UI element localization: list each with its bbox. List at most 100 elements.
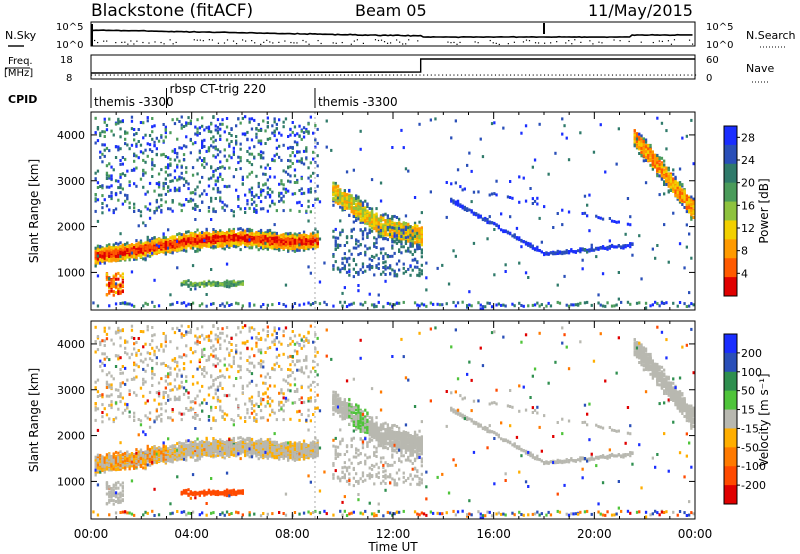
power-cell: [282, 194, 285, 198]
power-cell: [94, 193, 97, 196]
nsearch-dot: [335, 42, 337, 44]
power-cell: [345, 206, 349, 210]
power-cell: [368, 214, 371, 217]
power-cell: [348, 256, 351, 260]
power-cell: [264, 182, 267, 186]
power-cell: [105, 277, 109, 281]
power-cell: [289, 159, 292, 163]
power-cell: [239, 167, 242, 171]
nave-dot: [370, 74, 372, 76]
power-cell: [214, 281, 217, 285]
power-cell: [180, 165, 183, 169]
power-cell: [196, 235, 199, 239]
nave-dot: [581, 74, 583, 76]
power-cell: [119, 302, 122, 305]
power-cell: [117, 148, 120, 152]
power-cell: [146, 241, 149, 245]
power-cell: [114, 254, 118, 258]
power-cell: [103, 148, 106, 152]
power-cell: [169, 207, 172, 211]
power-cell: [268, 228, 272, 232]
power-cell: [280, 179, 283, 183]
power-cell: [210, 199, 213, 203]
power-cell: [105, 275, 109, 279]
power-cell: [216, 148, 220, 152]
nave-dot: [272, 74, 274, 76]
power-cell: [167, 189, 170, 193]
nsearch-dot: [121, 41, 123, 44]
power-cell: [121, 276, 124, 280]
power-cell: [370, 220, 374, 224]
power-cell: [216, 179, 220, 183]
power-cell: [201, 302, 204, 306]
nsearch-dot: [290, 41, 292, 44]
power-cell: [187, 279, 190, 283]
power-cell: [126, 247, 129, 251]
nave-dot: [668, 74, 670, 76]
power-cell: [273, 120, 276, 124]
power-cell: [293, 246, 297, 250]
power-cell: [232, 238, 235, 242]
power-cell: [189, 197, 192, 201]
power-cell: [119, 173, 122, 177]
power-cell: [287, 248, 290, 252]
power-cell: [142, 257, 145, 261]
power-cell: [176, 301, 179, 304]
power-cell: [117, 271, 120, 275]
power-cell: [142, 304, 145, 308]
power-cell: [180, 283, 183, 287]
nave-dot: [426, 74, 429, 76]
power-cell: [130, 270, 134, 274]
power-cell: [284, 190, 288, 194]
nsearch-dot: [223, 42, 226, 44]
power-cell: [355, 206, 358, 210]
power-cell: [237, 232, 240, 236]
power-cell: [232, 283, 235, 287]
power-cell: [108, 259, 111, 263]
power-cell: [228, 144, 231, 148]
nave-dot: [343, 74, 346, 76]
power-cell: [368, 229, 371, 233]
nave-dot: [128, 74, 130, 76]
nave-dot: [249, 74, 251, 76]
power-cell: [307, 244, 310, 248]
nave-dot: [158, 74, 161, 76]
power-cell: [309, 245, 312, 249]
power-cell: [151, 300, 154, 304]
power-cell: [201, 144, 204, 147]
power-cell: [248, 146, 251, 150]
nave-dot: [536, 74, 538, 76]
power-cell: [259, 246, 263, 250]
power-cell: [171, 209, 174, 213]
power-cell: [212, 140, 215, 144]
power-cell: [126, 245, 129, 249]
power-cell: [178, 186, 181, 190]
power-cell: [312, 204, 315, 207]
power-cell: [133, 210, 136, 213]
nave-dot: [294, 74, 296, 76]
power-cell: [216, 131, 220, 135]
power-cell: [148, 216, 152, 220]
power-cell: [139, 254, 143, 258]
power-cell: [121, 244, 124, 247]
noise-panel: [90, 21, 696, 47]
power-cell: [235, 188, 238, 192]
power-cell: [185, 166, 188, 170]
power-cell: [194, 203, 197, 207]
nsearch-dot: [450, 42, 452, 44]
power-cell: [117, 249, 120, 253]
power-cell: [368, 223, 371, 227]
power-cell: [352, 301, 355, 305]
power-cell: [361, 201, 365, 205]
power-cell: [293, 239, 297, 242]
nave-dot: [98, 74, 100, 76]
power-cell: [350, 199, 353, 203]
power-cell: [121, 172, 124, 176]
power-cell: [196, 185, 199, 189]
nave-dot: [676, 74, 678, 76]
nave-dot: [404, 74, 406, 76]
power-cell: [171, 118, 174, 122]
power-cell: [259, 200, 263, 204]
power-cell: [296, 239, 299, 242]
power-cell: [194, 238, 197, 242]
